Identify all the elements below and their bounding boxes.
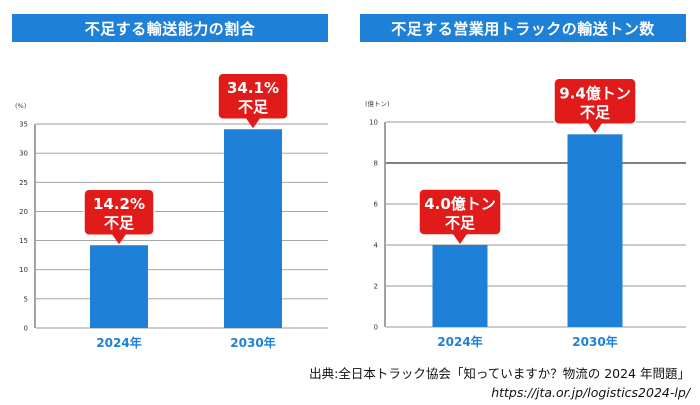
y-tick-label: 35: [19, 121, 28, 129]
callout-value-label: 9.4億トン: [559, 84, 631, 102]
callout-pointer: [588, 123, 602, 134]
source-citation: 出典:全日本トラック協会「知っていますか？物流の 2024 年問題」 https…: [309, 364, 690, 402]
y-tick-label: 2: [374, 283, 378, 291]
callout-value-label: 4.0億トン: [424, 195, 496, 213]
bar-2024年: [90, 245, 148, 328]
callout-pointer: [246, 118, 260, 129]
source-url: https://jta.or.jp/logistics2024-lp/: [491, 385, 690, 400]
bar-2030年: [567, 134, 623, 327]
y-axis-unit-label: (億トン): [365, 99, 390, 108]
chart-title: 不足する輸送能力の割合: [12, 14, 328, 42]
y-tick-label: 10: [19, 266, 28, 274]
callout-pointer: [453, 234, 467, 244]
x-category-label: 2030年: [230, 335, 275, 350]
bar-2024年: [432, 245, 488, 327]
y-tick-label: 0: [24, 325, 28, 333]
callout-status-label: 不足: [238, 98, 269, 116]
y-tick-label: 0: [374, 324, 378, 332]
y-tick-label: 10: [369, 119, 378, 127]
callout-pointer: [112, 234, 126, 245]
x-category-label: 2030年: [572, 334, 617, 349]
y-tick-label: 30: [19, 150, 28, 158]
callout-status-label: 不足: [445, 214, 476, 232]
callout-status-label: 不足: [104, 214, 135, 232]
callout-value-label: 14.2%: [93, 195, 145, 213]
y-tick-label: 4: [374, 242, 379, 250]
chart-panel-truck-tonnage: 不足する営業用トラックの輸送トン数 (億トン) 0 2 4 6 8 10 2024年 4.0億ト…: [358, 0, 688, 360]
chart-panel-transport-capacity: 不足する輸送能力の割合 (%) 0 5 10 15 20 25 30 35 2024年 14.2% 不…: [10, 0, 340, 360]
y-tick-label: 15: [19, 237, 28, 245]
x-category-label: 2024年: [437, 334, 482, 349]
y-tick-label: 20: [19, 208, 28, 216]
bar-2030年: [224, 129, 282, 328]
y-tick-label: 8: [374, 160, 378, 168]
x-category-label: 2024年: [96, 335, 141, 350]
y-tick-label: 5: [24, 295, 28, 303]
callout-status-label: 不足: [580, 103, 611, 121]
source-text: 出典:全日本トラック協会「知っていますか？物流の 2024 年問題」: [309, 366, 690, 381]
bar-chart-capacity-shortage: (%)051015202530352024年14.2%不足2030年34.1%不…: [15, 72, 328, 350]
y-axis-unit-label: (%): [15, 102, 26, 110]
chart-title: 不足する営業用トラックの輸送トン数: [360, 14, 686, 42]
callout-value-label: 34.1%: [227, 79, 279, 97]
y-tick-label: 25: [19, 179, 28, 187]
y-tick-label: 6: [374, 201, 379, 209]
